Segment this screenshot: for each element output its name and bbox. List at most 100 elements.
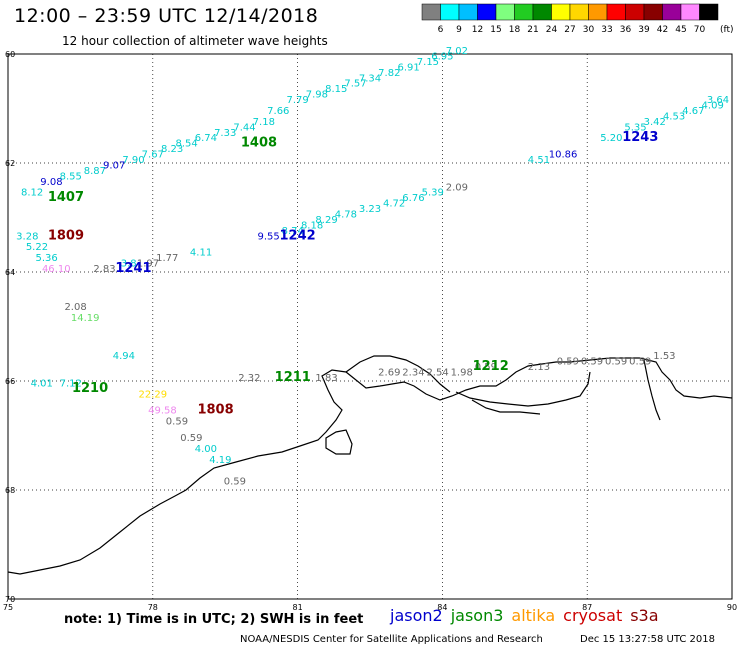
lon-tick-label: 87 — [582, 603, 592, 612]
swh-value-label: 6.74 — [195, 133, 217, 144]
swh-value-label: 3.8 — [121, 259, 137, 270]
footer-timestamp: Dec 15 13:27:58 UTC 2018 — [580, 634, 715, 645]
swh-value-label: 8.12 — [21, 188, 43, 199]
swh-value-label: 7.33 — [214, 128, 236, 139]
swh-value-label: 4.00 — [195, 444, 217, 455]
swh-value-label: 0.59 — [166, 417, 188, 428]
colorbar-label: 27 — [564, 25, 575, 35]
swh-value-label: 1.83 — [315, 373, 337, 384]
figure-title: 12:00 – 23:59 UTC 12/14/2018 — [14, 5, 319, 27]
swh-value-label: 46.10 — [42, 264, 71, 275]
lon-tick-label: 78 — [148, 603, 158, 612]
track-id-label: 1809 — [48, 228, 84, 243]
swh-value-label: 7.12 — [60, 378, 82, 389]
swh-value-label: 7.15 — [417, 57, 439, 68]
swh-value-label: 1.53 — [653, 351, 675, 362]
coastline-path — [7, 357, 733, 575]
swh-value-label: 7.18 — [253, 117, 275, 128]
lon-tick-label: 75 — [3, 603, 13, 612]
swh-value-label: 8.18 — [301, 220, 323, 231]
swh-value-label: 4.11 — [190, 248, 212, 259]
coast-ridge-path — [471, 359, 661, 421]
swh-value-label: 49.58 — [148, 406, 177, 417]
swh-value-label: 4.78 — [335, 210, 357, 221]
satellite-legend: jason2 jason3 altika cryosat s3a — [390, 606, 667, 625]
swh-value-label: 9.07 — [103, 160, 125, 171]
coast-lobe-path — [455, 371, 591, 407]
swh-observations: 8.129.088.55 8.879.077.907.678.238.546.74… — [16, 46, 729, 488]
track-id-label: 1241 — [115, 261, 151, 276]
figure-subtitle: 12 hour collection of altimeter wave hei… — [62, 34, 328, 48]
swh-value-label: 22.29 — [138, 389, 167, 400]
swh-value-label: 3.64 — [707, 95, 729, 106]
swh-value-label: 2.83 — [93, 264, 115, 275]
lat-tick-label: 64 — [5, 268, 15, 277]
colorbar-label: 24 — [546, 25, 558, 35]
colorbar-label: 15 — [490, 25, 501, 35]
swh-value-label: 3.42 — [644, 117, 666, 128]
swh-value-label: 5.36 — [35, 253, 57, 264]
swh-value-label: 0.59 — [629, 357, 651, 368]
swh-value-label: 7.79 — [286, 95, 308, 106]
coast-inlet-path — [345, 355, 451, 393]
track-labels: 1407 1408 1809 1241 1242 1243 1210 1211 1212 1808 — [48, 130, 659, 418]
colorbar-label: 18 — [509, 25, 521, 35]
track-id-label: 1210 — [72, 381, 108, 396]
swh-value-label: 8.55 — [60, 171, 82, 182]
legend-jason2: jason2 — [390, 606, 443, 625]
colorbar-unit: (ft) — [720, 25, 734, 35]
colorbar-label: 45 — [675, 25, 686, 35]
swh-value-label: 7.90 — [122, 155, 144, 166]
track-id-label: 1211 — [275, 370, 311, 385]
colorbar-label: 9 — [456, 25, 462, 35]
swh-value-label: 2.13 — [528, 362, 550, 373]
footer-credit: NOAA/NESDIS Center for Satellite Applica… — [240, 634, 543, 645]
lat-tick-label: 62 — [5, 159, 15, 168]
swh-value-label: 0.59 — [475, 362, 497, 373]
swh-value-label: 2.34 — [402, 368, 424, 379]
swh-value-label: 0.59 — [224, 477, 246, 488]
swh-value-label: 9.08 — [40, 177, 62, 188]
antarctic-coastline — [7, 355, 733, 575]
track-id-label: 1407 — [48, 190, 84, 205]
track-id-label: 1808 — [197, 403, 233, 418]
track-id-label: 1242 — [280, 228, 316, 243]
swh-value-label: 10.86 — [549, 150, 578, 161]
swh-value-label: 4.72 — [383, 199, 405, 210]
swh-value-label: 4.67 — [682, 106, 704, 117]
colorbar-label: 30 — [583, 25, 595, 35]
lat-tick-label: 66 — [5, 377, 15, 386]
swh-value-label: 8.74 — [282, 226, 304, 237]
swh-value-label: 7.98 — [306, 90, 328, 101]
footer-note: note: 1) Time is in UTC; 2) SWH is in fe… — [64, 612, 364, 627]
swh-value-label: 7.44 — [233, 122, 255, 133]
swh-value-label: 8.23 — [161, 144, 183, 155]
swh-value-label: 7.02 — [446, 46, 468, 57]
lon-tick-label: 84 — [437, 603, 447, 612]
swh-value-label: 8.54 — [175, 139, 197, 150]
swh-value-label: 5.39 — [422, 188, 444, 199]
coast-shelf-path — [325, 429, 353, 455]
colorbar-label: 36 — [620, 25, 632, 35]
colorbar-label: 6 — [438, 25, 444, 35]
track-id-label: 1408 — [241, 136, 277, 151]
swh-value-label: 5.20 — [600, 133, 622, 144]
legend-jason3: jason3 — [450, 606, 504, 625]
colorbar-swatch — [699, 3, 719, 21]
swh-value-label: 4.01 — [31, 378, 53, 389]
swh-value-label: 2.09 — [446, 182, 468, 193]
swh-value-label: 0.59 — [581, 357, 603, 368]
swh-value-label: 7.66 — [267, 106, 289, 117]
swh-value-label: 6.91 — [397, 62, 419, 73]
swh-value-label: 1.97 — [137, 259, 159, 270]
colorbar-label: 42 — [657, 25, 668, 35]
swh-value-label: 2.08 — [64, 302, 86, 313]
swh-value-label: 4.53 — [663, 111, 685, 122]
swh-value-label: 4.19 — [209, 455, 231, 466]
swh-value-label: 14.19 — [71, 313, 100, 324]
swh-value-label: 7.67 — [142, 150, 164, 161]
legend-altika: altika — [511, 606, 556, 625]
colorbar-label: 12 — [472, 25, 483, 35]
